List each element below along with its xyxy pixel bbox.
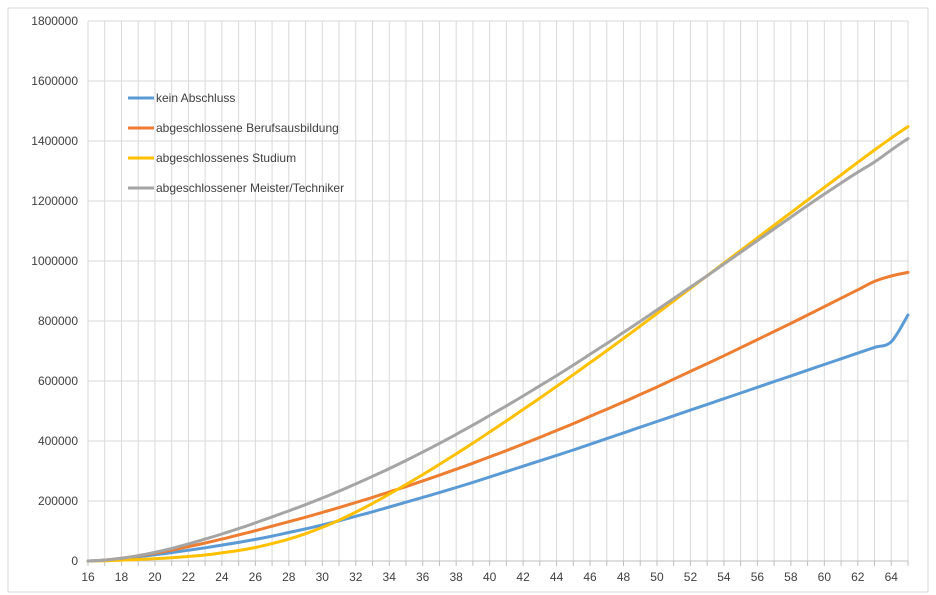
x-tick-label: 26 [249, 570, 263, 584]
x-tick-label: 40 [483, 570, 497, 584]
x-tick-label: 16 [81, 570, 95, 584]
y-tick-label: 1600000 [31, 74, 78, 88]
x-tick-label: 20 [148, 570, 162, 584]
series-line-3 [86, 125, 910, 563]
x-tick-label: 58 [784, 570, 798, 584]
x-tick-label: 56 [751, 570, 765, 584]
x-tick-label: 48 [617, 570, 631, 584]
y-tick-label: 1200000 [31, 194, 78, 208]
legend-label-1: kein Abschluss [156, 91, 235, 105]
x-tick-label: 36 [416, 570, 430, 584]
legend: kein Abschluss abgeschlossene Berufsausbi… [128, 91, 344, 195]
series-line-4 [86, 137, 910, 563]
x-tick-label: 42 [516, 570, 530, 584]
y-tick-label: 1800000 [31, 14, 78, 28]
x-tick-label: 18 [115, 570, 129, 584]
legend-label-3: abgeschlossenes Studium [156, 151, 296, 165]
x-tick-label: 24 [215, 570, 229, 584]
x-tick-label: 54 [717, 570, 731, 584]
chart-frame [7, 7, 929, 593]
x-tick-label: 28 [282, 570, 296, 584]
x-tick-label: 32 [349, 570, 363, 584]
axes: 0 200000 400000 600000 800000 1000000 1200000 1… [31, 14, 909, 584]
x-tick-label: 52 [684, 570, 698, 584]
legend-label-4: abgeschlossener Meister/Techniker [156, 181, 344, 195]
y-tick-label: 800000 [38, 314, 78, 328]
x-tick-label: 30 [316, 570, 330, 584]
x-tick-label: 62 [851, 570, 865, 584]
x-tick-label: 60 [818, 570, 832, 584]
x-tick-label: 34 [383, 570, 397, 584]
x-tick-label: 46 [583, 570, 597, 584]
legend-label-2: abgeschlossene Berufsausbildung [156, 121, 339, 135]
x-tick-label: 38 [449, 570, 463, 584]
x-tick-label: 50 [650, 570, 664, 584]
series-line-2 [86, 270, 910, 563]
y-tick-label: 1000000 [31, 254, 78, 268]
x-tick-label: 44 [550, 570, 564, 584]
y-tick-label: 1400000 [31, 134, 78, 148]
y-tick-label: 200000 [38, 494, 78, 508]
x-tick-label: 64 [885, 570, 899, 584]
y-tick-label: 0 [71, 554, 78, 568]
y-tick-label: 400000 [38, 434, 78, 448]
x-tick-label: 22 [182, 570, 196, 584]
y-tick-label: 600000 [38, 374, 78, 388]
series-lines [86, 125, 910, 563]
series-line-1 [86, 313, 910, 563]
